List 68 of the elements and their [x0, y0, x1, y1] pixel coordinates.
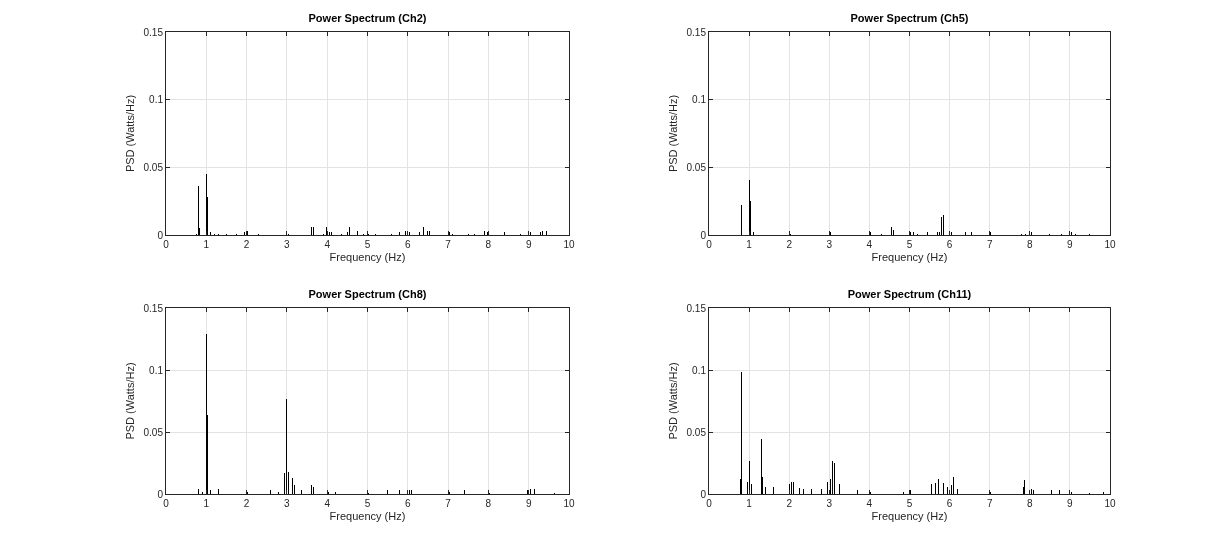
x-tick-label: 5: [364, 498, 371, 509]
x-tick-label: 5: [906, 239, 913, 250]
y-axis-title: PSD (Watts/Hz): [124, 362, 137, 440]
y-tick-label: 0.1: [692, 364, 707, 376]
x-tick-label: 2: [243, 239, 250, 250]
x-tick-label: 3: [284, 498, 291, 509]
y-tick-label: 0.15: [686, 26, 707, 38]
y-axis-title: PSD (Watts/Hz): [667, 94, 680, 173]
y-tick-label: 0: [700, 229, 707, 241]
x-tick-label: 1: [746, 239, 753, 250]
x-tick-label: 3: [284, 239, 291, 250]
x-tick-label: 8: [485, 498, 492, 509]
chart-title: Power Spectrum (Ch8): [308, 288, 427, 300]
x-tick-label: 7: [986, 239, 993, 250]
x-tick-label: 1: [746, 498, 753, 509]
x-tick-label: 9: [1067, 498, 1074, 509]
x-tick-label: 10: [563, 239, 575, 250]
y-tick-label: 0: [157, 488, 164, 500]
x-tick-label: 8: [1027, 239, 1034, 250]
x-tick-label: 1: [203, 498, 210, 509]
x-tick-label: 6: [946, 498, 953, 509]
y-tick-label: 0.15: [143, 26, 164, 38]
y-tick-label: 0.15: [143, 302, 164, 314]
x-tick-label: 4: [866, 239, 873, 250]
x-tick-label: 2: [786, 498, 793, 509]
x-tick-label: 10: [1104, 239, 1116, 250]
x-tick-label: 7: [445, 239, 452, 250]
x-tick-label: 3: [826, 498, 833, 509]
chart-title: Power Spectrum (Ch11): [847, 288, 972, 300]
x-tick-label: 9: [525, 498, 532, 509]
x-axis-title: Frequency (Hz): [871, 251, 948, 264]
x-tick-label: 1: [203, 239, 210, 250]
y-tick-label: 0.05: [686, 426, 707, 438]
x-tick-label: 6: [405, 498, 412, 509]
x-tick-label: 9: [1067, 239, 1074, 250]
y-tick-label: 0.15: [686, 302, 707, 314]
y-tick-label: 0: [157, 229, 164, 241]
y-tick-label: 0.05: [143, 161, 164, 173]
x-axis-title: Frequency (Hz): [329, 251, 406, 264]
y-tick-label: 0: [700, 488, 707, 500]
x-tick-label: 6: [405, 239, 412, 250]
y-axis-title: PSD (Watts/Hz): [124, 94, 137, 173]
x-axis-title: Frequency (Hz): [871, 510, 948, 523]
chart-title: Power Spectrum (Ch5): [850, 12, 969, 24]
x-tick-label: 8: [485, 239, 492, 250]
x-tick-label: 9: [525, 239, 532, 250]
x-tick-label: 7: [445, 498, 452, 509]
x-tick-label: 5: [364, 239, 371, 250]
x-tick-label: 10: [1104, 498, 1116, 509]
x-tick-label: 4: [324, 498, 331, 509]
y-tick-label: 0.1: [149, 94, 164, 106]
x-tick-label: 10: [563, 498, 575, 509]
x-tick-label: 4: [324, 239, 331, 250]
x-tick-label: 2: [243, 498, 250, 509]
y-tick-label: 0.05: [686, 161, 707, 173]
x-tick-label: 2: [786, 239, 793, 250]
y-tick-label: 0.05: [143, 426, 164, 438]
chart-title: Power Spectrum (Ch2): [308, 12, 427, 24]
y-tick-label: 0.1: [149, 364, 164, 376]
x-tick-label: 3: [826, 239, 833, 250]
y-axis-title: PSD (Watts/Hz): [667, 362, 680, 440]
x-axis-title: Frequency (Hz): [329, 510, 406, 523]
x-tick-label: 6: [946, 239, 953, 250]
y-tick-label: 0.1: [692, 94, 707, 106]
x-tick-label: 5: [906, 498, 913, 509]
x-tick-label: 8: [1027, 498, 1034, 509]
x-tick-label: 7: [986, 498, 993, 509]
x-tick-label: 4: [866, 498, 873, 509]
